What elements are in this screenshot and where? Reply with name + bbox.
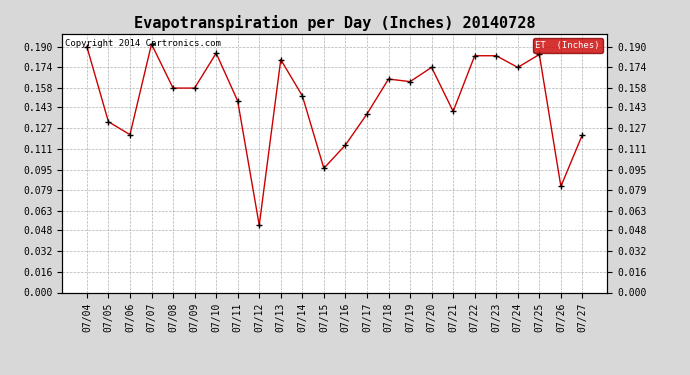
Text: Copyright 2014 Cartronics.com: Copyright 2014 Cartronics.com bbox=[65, 39, 221, 48]
Legend: ET  (Inches): ET (Inches) bbox=[533, 38, 602, 53]
Title: Evapotranspiration per Day (Inches) 20140728: Evapotranspiration per Day (Inches) 2014… bbox=[134, 15, 535, 31]
